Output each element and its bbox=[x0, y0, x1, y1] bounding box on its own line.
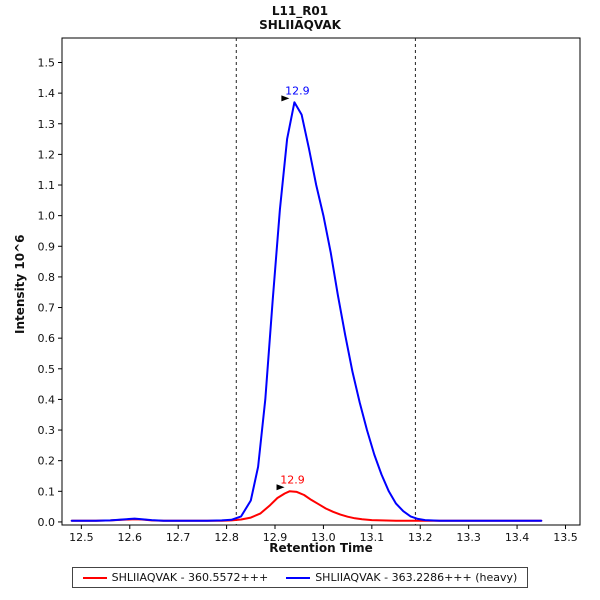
svg-text:0.2: 0.2 bbox=[38, 455, 56, 468]
svg-text:1.1: 1.1 bbox=[38, 179, 56, 192]
svg-text:12.8: 12.8 bbox=[214, 531, 239, 544]
svg-text:13.4: 13.4 bbox=[505, 531, 530, 544]
svg-text:12.9: 12.9 bbox=[285, 84, 310, 97]
svg-text:13.1: 13.1 bbox=[360, 531, 385, 544]
legend: SHLIIAQVAK - 360.5572+++ SHLIIAQVAK - 36… bbox=[71, 567, 529, 588]
svg-text:0.7: 0.7 bbox=[38, 302, 56, 315]
red-line-swatch bbox=[82, 576, 107, 579]
svg-text:13.2: 13.2 bbox=[408, 531, 433, 544]
svg-text:12.5: 12.5 bbox=[69, 531, 94, 544]
svg-text:0.4: 0.4 bbox=[38, 393, 56, 406]
svg-text:12.6: 12.6 bbox=[118, 531, 143, 544]
svg-text:12.9: 12.9 bbox=[280, 473, 305, 486]
svg-text:13.5: 13.5 bbox=[553, 531, 578, 544]
x-axis-label: Retention Time bbox=[269, 541, 373, 555]
svg-text:0.0: 0.0 bbox=[38, 516, 56, 529]
svg-text:0.6: 0.6 bbox=[38, 332, 56, 345]
blue-line-swatch bbox=[286, 576, 311, 579]
svg-text:13.3: 13.3 bbox=[456, 531, 481, 544]
svg-text:12.9: 12.9 bbox=[263, 531, 288, 544]
legend-entry-light[interactable]: SHLIIAQVAK - 360.5572+++ bbox=[82, 571, 269, 584]
chart-title: L11_R01 bbox=[271, 4, 329, 18]
chart-subtitle: SHLIIAQVAK bbox=[259, 18, 341, 32]
svg-text:1.0: 1.0 bbox=[38, 210, 56, 223]
svg-text:0.5: 0.5 bbox=[38, 363, 56, 376]
svg-text:13.0: 13.0 bbox=[311, 531, 336, 544]
svg-text:12.7: 12.7 bbox=[166, 531, 191, 544]
plot-area[interactable]: 12.5 12.6 12.7 12.8 12.9 13.0 13.1 13.2 13.3 13.4… bbox=[0, 0, 600, 560]
svg-text:0.3: 0.3 bbox=[38, 424, 56, 437]
legend-label-light: SHLIIAQVAK - 360.5572+++ bbox=[111, 571, 269, 584]
svg-text:1.4: 1.4 bbox=[38, 87, 56, 100]
svg-text:1.3: 1.3 bbox=[38, 118, 56, 131]
legend-entry-heavy[interactable]: SHLIIAQVAK - 363.2286+++ (heavy) bbox=[286, 571, 517, 584]
svg-text:0.9: 0.9 bbox=[38, 240, 56, 253]
svg-text:1.2: 1.2 bbox=[38, 148, 56, 161]
legend-container: SHLIIAQVAK - 360.5572+++ SHLIIAQVAK - 36… bbox=[0, 567, 600, 588]
svg-text:0.1: 0.1 bbox=[38, 485, 56, 498]
legend-label-heavy: SHLIIAQVAK - 363.2286+++ (heavy) bbox=[315, 571, 518, 584]
svg-text:1.5: 1.5 bbox=[38, 57, 56, 70]
svg-text:0.8: 0.8 bbox=[38, 271, 56, 284]
